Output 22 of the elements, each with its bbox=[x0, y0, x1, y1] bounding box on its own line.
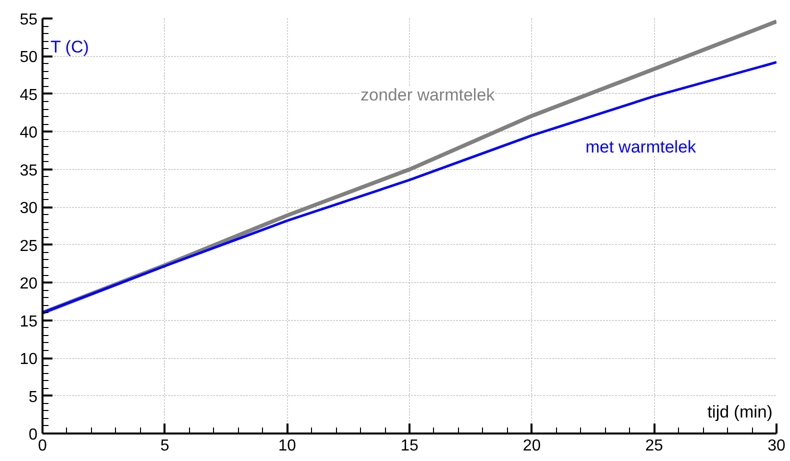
y-tick-label: 40 bbox=[20, 124, 38, 142]
series-label: met warmtelek bbox=[586, 138, 697, 156]
series-label: zonder warmtelek bbox=[360, 86, 496, 104]
x-tick-label: 15 bbox=[400, 438, 418, 454]
y-tick-label: 0 bbox=[28, 426, 38, 444]
x-axis-title: tijd (min) bbox=[707, 402, 772, 422]
y-tick-label: 50 bbox=[20, 49, 38, 66]
y-tick-label: 20 bbox=[20, 276, 38, 293]
x-tick-label: 30 bbox=[768, 438, 786, 454]
y-tick-label: 45 bbox=[20, 86, 38, 104]
x-tick-label: 10 bbox=[278, 438, 296, 454]
y-tick-label: 10 bbox=[20, 351, 38, 368]
y-tick-label: 55 bbox=[20, 12, 38, 28]
x-tick-label: 25 bbox=[645, 438, 664, 454]
y-tick-label: 5 bbox=[28, 388, 38, 406]
y-tick-label: 25 bbox=[20, 238, 38, 255]
y-tick-label: 15 bbox=[20, 313, 38, 330]
y-tick-label: 30 bbox=[20, 200, 38, 218]
x-tick-label: 5 bbox=[160, 438, 170, 454]
x-tick-label: 20 bbox=[522, 438, 541, 454]
y-axis-title: T (C) bbox=[50, 38, 89, 56]
y-tick-label: 35 bbox=[20, 162, 38, 180]
